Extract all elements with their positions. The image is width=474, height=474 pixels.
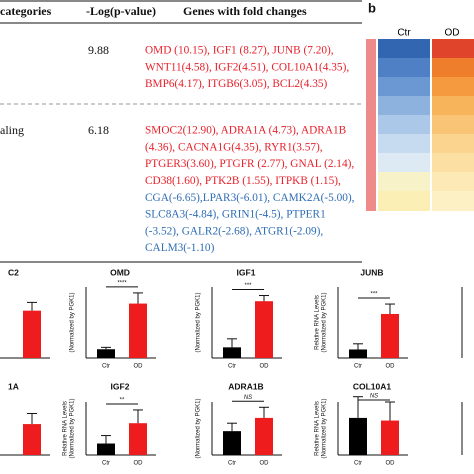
y-axis-label: (Normalized by PGK1) bbox=[70, 292, 76, 352]
bar bbox=[255, 301, 273, 358]
heatmap-cell bbox=[378, 115, 430, 134]
x-tick-label: OD bbox=[134, 364, 144, 370]
panel-title: C2 bbox=[8, 267, 19, 277]
gene-list-up: OMD (10.15), IGF1 (8.27), JUNB (7.20), bbox=[145, 45, 334, 57]
bar bbox=[23, 310, 41, 358]
gene-list-up: SMOC2(12.90), ADRA1A (4.73), ADRA1B bbox=[145, 125, 346, 137]
heatmap-cell bbox=[432, 134, 474, 153]
y-axis-label: Relative RNA Levels bbox=[315, 401, 321, 456]
x-tick-label: OD bbox=[134, 461, 144, 467]
panel-title: JUNB bbox=[360, 267, 383, 277]
significance-label: *** bbox=[244, 283, 252, 289]
significance-label: *** bbox=[370, 292, 378, 298]
bar bbox=[381, 420, 399, 455]
y-axis-label: (Normalized by PGK1) bbox=[322, 398, 328, 458]
gene-list-up: WNT11(4.58), IGF2(4.51), COL10A1(4.35), bbox=[145, 61, 349, 73]
heatmap-cell bbox=[432, 172, 474, 191]
x-tick-label: Ctr bbox=[354, 364, 362, 370]
x-tick-label: OD bbox=[260, 364, 270, 370]
heatmap-cell bbox=[378, 172, 430, 191]
y-axis-label: (Normalized by PGK1) bbox=[196, 398, 202, 458]
significance-label: ** bbox=[120, 398, 125, 404]
bar bbox=[129, 303, 147, 358]
panel-title: OMD bbox=[110, 267, 130, 277]
heatmap-cell bbox=[378, 39, 430, 58]
gene-list-down: CALM3(-1.10) bbox=[145, 242, 215, 254]
x-tick-label: OD bbox=[260, 461, 270, 467]
heatmap-cell bbox=[378, 77, 430, 96]
y-axis-label: Relative RNA Levels bbox=[315, 295, 321, 350]
group-strip bbox=[366, 39, 376, 211]
heatmap-cell bbox=[378, 96, 430, 115]
bar bbox=[349, 349, 367, 358]
bar bbox=[23, 424, 41, 455]
heatmap-cell bbox=[432, 58, 474, 77]
x-tick-label: Ctr bbox=[354, 461, 362, 467]
column-header: categories bbox=[0, 4, 52, 18]
heatmap-cell bbox=[378, 191, 430, 211]
heatmap-cell bbox=[432, 39, 474, 58]
y-axis-label: (Normalized by PGK1) bbox=[322, 292, 328, 352]
gene-list-down: (-3.52), GALR2(-2.68), ATGR1(-2.09), bbox=[145, 225, 323, 237]
gene-list-up: PTGER3(3.60), PTGFR (2.77), GNAL (2.14), bbox=[145, 158, 354, 170]
heatmap-column-label: OD bbox=[445, 28, 460, 39]
y-axis-label: (Normalized by PGK1) bbox=[70, 398, 76, 458]
heatmap-cell bbox=[432, 77, 474, 96]
gene-list-up: (4.36), CACNA1G(4.35), RYR1(3.57), bbox=[145, 141, 323, 153]
bar bbox=[129, 423, 147, 455]
y-axis-label: Relative RNA Levels bbox=[63, 401, 69, 456]
panel-letter: b bbox=[368, 0, 376, 15]
heatmap-cell bbox=[378, 153, 430, 172]
heatmap-cell bbox=[432, 153, 474, 172]
bar bbox=[223, 347, 241, 358]
heatmap-cell bbox=[432, 96, 474, 115]
y-axis-label: (Normalized by PGK1) bbox=[196, 292, 202, 352]
heatmap-cell bbox=[378, 58, 430, 77]
bar bbox=[349, 417, 367, 455]
gene-list-up: CD38(1.60), PTK2B (1.55), ITPKB (1.15), bbox=[145, 175, 341, 187]
panel-title: IGF1 bbox=[237, 267, 256, 277]
panel-title: COL10A1 bbox=[353, 381, 392, 391]
panel-title: ADRA1B bbox=[228, 381, 263, 391]
bar bbox=[223, 431, 241, 455]
x-tick-label: OD bbox=[386, 461, 396, 467]
log-p-value: 6.18 bbox=[88, 123, 109, 137]
bar bbox=[97, 443, 115, 455]
heatmap-cell bbox=[432, 115, 474, 134]
bar bbox=[97, 349, 115, 358]
heatmap-column-label: Ctr bbox=[397, 28, 411, 39]
x-tick-label: Ctr bbox=[102, 364, 110, 370]
heatmap-cell bbox=[378, 134, 430, 153]
log-p-value: 9.88 bbox=[88, 43, 109, 57]
x-tick-label: Ctr bbox=[228, 364, 236, 370]
gene-list-up: BMP6(4.17), ITGB6(3.05), BCL2(4.35) bbox=[145, 78, 328, 90]
column-header: Genes with fold changes bbox=[183, 4, 307, 18]
column-header: -Log(p-value) bbox=[86, 4, 156, 18]
heatmap bbox=[366, 39, 474, 211]
significance-label: **** bbox=[117, 280, 127, 286]
category: aling bbox=[0, 123, 24, 137]
significance-label: NS bbox=[370, 394, 378, 400]
significance-label: NS bbox=[244, 395, 252, 401]
bar bbox=[255, 417, 273, 455]
x-tick-label: Ctr bbox=[228, 461, 236, 467]
bar bbox=[381, 313, 399, 358]
x-tick-label: OD bbox=[386, 364, 396, 370]
x-tick-label: Ctr bbox=[102, 461, 110, 467]
panel-title: 1A bbox=[8, 381, 19, 391]
gene-list-down: CGA(-6.65),LPAR3(-6.01), CAMK2A(-5.00), bbox=[145, 192, 355, 204]
panel-title: IGF2 bbox=[111, 381, 130, 391]
gene-list-down: SLC8A3(-4.84), GRIN1(-4.5), PTPER1 bbox=[145, 209, 326, 221]
heatmap-cell bbox=[432, 191, 474, 211]
